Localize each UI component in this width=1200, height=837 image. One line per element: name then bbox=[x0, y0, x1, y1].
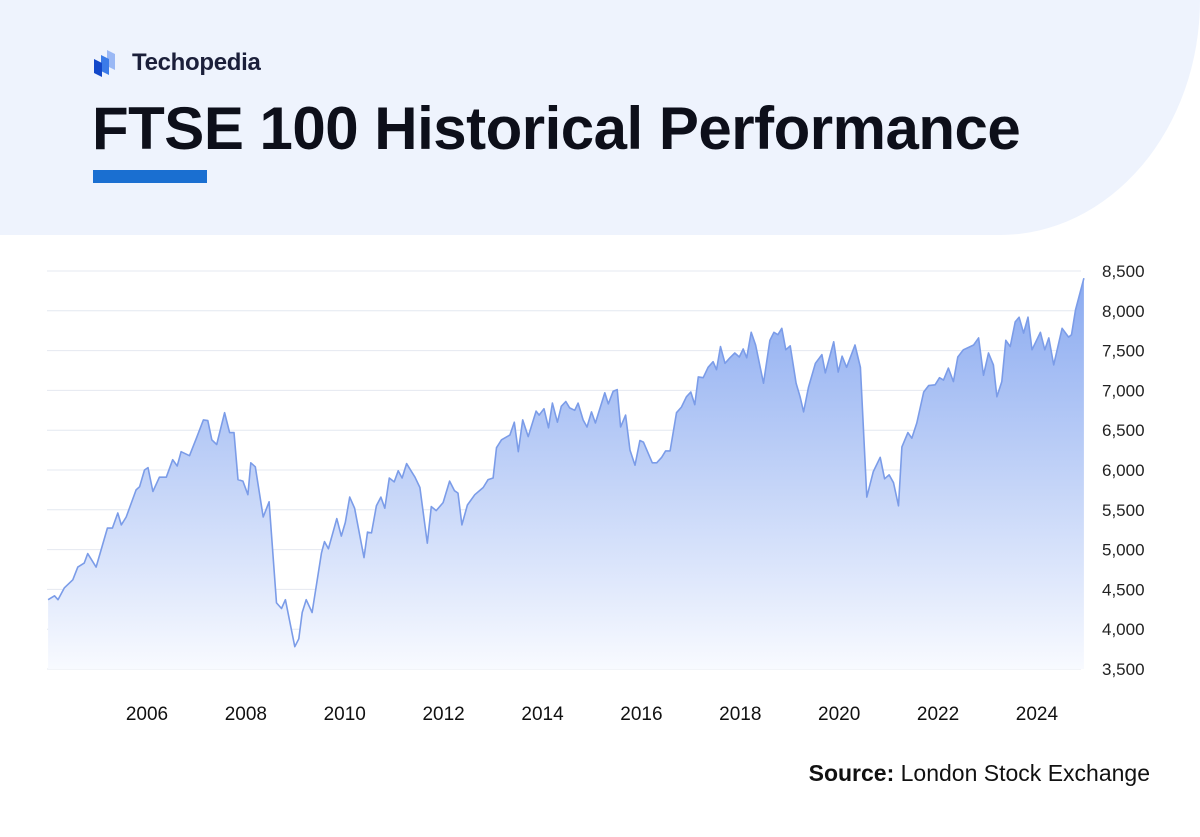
y-tick-label: 7,500 bbox=[1102, 342, 1145, 361]
y-axis: 3,500 4,000 4,500 5,000 5,500 6,000 6,500 7,000… bbox=[1102, 262, 1145, 679]
brand-name: Techopedia bbox=[132, 49, 261, 76]
x-tick-label: 2022 bbox=[917, 704, 959, 725]
x-axis: 2006 2008 2010 2012 2014 2016 2018 2020 2022 2024 bbox=[126, 704, 1059, 725]
y-tick-label: 5,000 bbox=[1102, 541, 1145, 560]
x-tick-label: 2012 bbox=[422, 704, 464, 725]
source-value: London Stock Exchange bbox=[900, 760, 1150, 786]
source-note: Source: London Stock Exchange bbox=[809, 760, 1150, 787]
y-tick-label: 8,000 bbox=[1102, 302, 1145, 321]
techopedia-logo-icon bbox=[94, 50, 115, 77]
title-accent-bar bbox=[93, 170, 207, 183]
series-line bbox=[47, 277, 1085, 648]
x-tick-label: 2014 bbox=[521, 704, 564, 725]
x-tick-label: 2008 bbox=[225, 704, 267, 725]
x-tick-label: 2016 bbox=[620, 704, 662, 725]
x-tick-label: 2010 bbox=[324, 704, 366, 725]
y-tick-label: 7,000 bbox=[1102, 381, 1145, 400]
header-banner: Techopedia FTSE 100 Historical Performan… bbox=[0, 0, 1200, 235]
y-tick-label: 6,500 bbox=[1102, 421, 1145, 440]
x-tick-label: 2020 bbox=[818, 704, 860, 725]
x-tick-label: 2006 bbox=[126, 704, 168, 725]
y-tick-label: 8,500 bbox=[1102, 262, 1145, 281]
area-fill bbox=[48, 278, 1084, 669]
source-label: Source: bbox=[808, 760, 895, 786]
y-tick-label: 6,000 bbox=[1102, 461, 1145, 480]
brand-logo: Techopedia bbox=[93, 48, 261, 78]
y-tick-label: 3,500 bbox=[1102, 660, 1145, 679]
y-tick-label: 4,500 bbox=[1102, 580, 1145, 599]
y-tick-label: 4,000 bbox=[1102, 620, 1145, 639]
y-tick-label: 5,500 bbox=[1102, 501, 1145, 520]
page-title: FTSE 100 Historical Performance bbox=[92, 95, 1021, 162]
x-tick-label: 2018 bbox=[719, 704, 761, 725]
x-tick-label: 2024 bbox=[1016, 704, 1059, 725]
